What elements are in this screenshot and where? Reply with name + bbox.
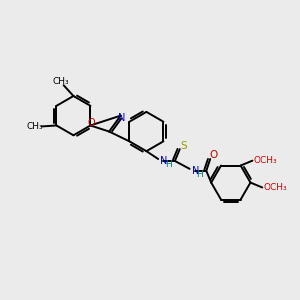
Text: CH₃: CH₃ <box>26 122 43 131</box>
Text: N: N <box>192 166 199 176</box>
Text: H: H <box>165 160 172 169</box>
Text: OCH₃: OCH₃ <box>254 156 277 165</box>
Text: O: O <box>209 150 217 160</box>
Text: OCH₃: OCH₃ <box>263 183 287 192</box>
Text: CH₃: CH₃ <box>52 77 69 86</box>
Text: N: N <box>118 112 125 123</box>
Text: S: S <box>180 141 187 151</box>
Text: N: N <box>160 156 167 166</box>
Text: H: H <box>196 170 203 179</box>
Text: O: O <box>88 118 95 128</box>
